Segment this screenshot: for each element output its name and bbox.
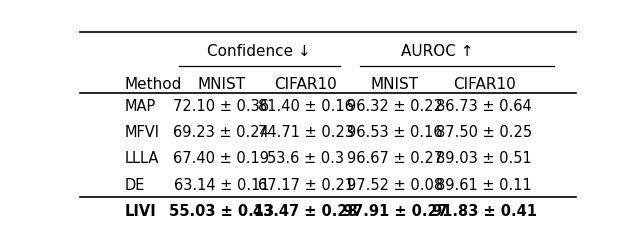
Text: 91.83 ± 0.41: 91.83 ± 0.41 (432, 203, 537, 218)
Text: MNIST: MNIST (197, 76, 245, 91)
Text: DE: DE (125, 177, 145, 192)
Text: 67.40 ± 0.19: 67.40 ± 0.19 (173, 151, 269, 166)
Text: AUROC ↑: AUROC ↑ (401, 44, 474, 59)
Text: 96.53 ± 0.16: 96.53 ± 0.16 (347, 125, 443, 139)
Text: 97.52 ± 0.08: 97.52 ± 0.08 (347, 177, 443, 192)
Text: Method: Method (125, 76, 182, 91)
Text: 69.23 ± 0.24: 69.23 ± 0.24 (173, 125, 269, 139)
Text: 96.32 ± 0.22: 96.32 ± 0.22 (347, 98, 443, 113)
Text: 43.47 ± 0.28: 43.47 ± 0.28 (253, 203, 358, 218)
Text: 81.40 ± 0.16: 81.40 ± 0.16 (258, 98, 354, 113)
Text: 96.67 ± 0.27: 96.67 ± 0.27 (347, 151, 443, 166)
Text: 53.6 ± 0.3: 53.6 ± 0.3 (267, 151, 344, 166)
Text: MAP: MAP (125, 98, 156, 113)
Text: 87.50 ± 0.25: 87.50 ± 0.25 (436, 125, 532, 139)
Text: Confidence ↓: Confidence ↓ (207, 44, 310, 59)
Text: 89.03 ± 0.51: 89.03 ± 0.51 (436, 151, 532, 166)
Text: 86.73 ± 0.64: 86.73 ± 0.64 (436, 98, 532, 113)
Text: LLLA: LLLA (125, 151, 159, 166)
Text: MFVI: MFVI (125, 125, 159, 139)
Text: CIFAR10: CIFAR10 (453, 76, 516, 91)
Text: 97.91 ± 0.27: 97.91 ± 0.27 (342, 203, 447, 218)
Text: LIVI: LIVI (125, 203, 156, 218)
Text: CIFAR10: CIFAR10 (275, 76, 337, 91)
Text: 72.10 ± 0.36: 72.10 ± 0.36 (173, 98, 269, 113)
Text: 63.14 ± 0.11: 63.14 ± 0.11 (173, 177, 269, 192)
Text: 67.17 ± 0.21: 67.17 ± 0.21 (258, 177, 354, 192)
Text: MNIST: MNIST (371, 76, 419, 91)
Text: 55.03 ± 0.13: 55.03 ± 0.13 (169, 203, 274, 218)
Text: 74.71 ± 0.23: 74.71 ± 0.23 (258, 125, 354, 139)
Text: 89.61 ± 0.11: 89.61 ± 0.11 (436, 177, 532, 192)
